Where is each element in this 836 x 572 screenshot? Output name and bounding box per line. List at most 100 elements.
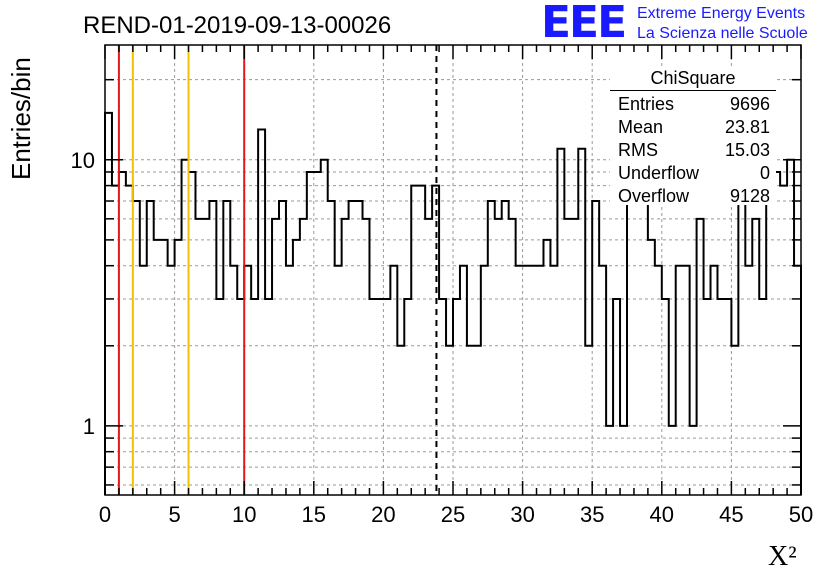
histogram-bin — [676, 266, 683, 495]
histogram-bin — [383, 299, 390, 495]
stats-label: Underflow — [618, 163, 700, 183]
stats-row-overflow: Overflow 9128 — [618, 185, 770, 207]
histogram-bin — [502, 201, 509, 495]
histogram-bin — [648, 240, 655, 495]
stats-box: ChiSquare Entries 9696 Mean 23.81 RMS 15… — [610, 67, 776, 207]
histogram-bin — [460, 266, 467, 495]
stats-label: Overflow — [618, 186, 690, 206]
histogram-bin — [119, 172, 126, 495]
histogram-bin — [147, 201, 154, 495]
histogram-bin — [251, 299, 258, 495]
eee-logo: EEE — [541, 0, 627, 48]
histogram-bin — [404, 299, 411, 495]
histogram-outline — [104, 111, 802, 495]
logo-line-2: La Scienza nelle Scuole — [637, 25, 808, 42]
x-tick-label: 35 — [580, 502, 604, 527]
histogram-bin — [189, 172, 196, 495]
histogram-bin — [717, 299, 724, 495]
histogram-bin — [606, 426, 613, 495]
stats-row-mean: Mean 23.81 — [618, 116, 770, 138]
histogram-bin — [564, 219, 571, 495]
histogram-bin — [307, 172, 314, 495]
marker-lines — [117, 45, 438, 495]
x-tick-label: 45 — [719, 502, 743, 527]
histogram-bin — [724, 299, 731, 495]
histogram-bin — [634, 186, 641, 495]
histogram-bin — [662, 299, 669, 495]
axis-ticks — [104, 45, 802, 495]
histogram-bin — [161, 240, 168, 495]
histogram-bin — [794, 266, 801, 495]
histogram-bin — [780, 186, 787, 495]
histogram-bin — [300, 219, 307, 495]
y-tick-labels: 1 10 — [71, 148, 95, 439]
histogram-bin — [766, 201, 773, 495]
histogram-bin — [704, 299, 711, 495]
stats-row-entries: Entries 9696 — [618, 93, 770, 115]
histogram-bin — [446, 346, 453, 495]
histogram-bin — [154, 240, 161, 495]
histogram-bin — [752, 219, 759, 495]
histogram-bin — [557, 149, 564, 495]
histogram-bin — [641, 201, 648, 495]
y-axis-label: Entries/bin — [6, 57, 36, 180]
histogram-bin — [112, 186, 119, 495]
histogram-bin — [523, 266, 530, 495]
histogram-bin — [550, 266, 557, 495]
histogram-bin — [244, 266, 251, 495]
histogram-bin — [397, 346, 404, 495]
histogram-bin — [474, 346, 481, 495]
histogram-bin — [773, 172, 780, 495]
histogram-bin — [543, 240, 550, 495]
x-tick-label: 40 — [650, 502, 674, 527]
histogram-bin — [745, 266, 752, 495]
x-tick-label: 0 — [99, 502, 111, 527]
histogram-bin — [578, 149, 585, 495]
histogram-bin — [537, 266, 544, 495]
histogram-bin — [592, 201, 599, 495]
histogram-bin — [481, 266, 488, 495]
histogram-bin — [356, 201, 363, 495]
histogram-bin — [599, 266, 606, 495]
histogram-bin — [237, 299, 244, 495]
stats-value: 9696 — [729, 94, 770, 114]
histogram-bin — [488, 201, 495, 495]
stats-title: ChiSquare — [650, 68, 736, 88]
histogram-bin — [697, 219, 704, 495]
x-tick-label: 10 — [232, 502, 256, 527]
histogram-bin — [683, 266, 690, 495]
histogram-bin — [328, 201, 335, 495]
histogram-bin — [195, 219, 202, 495]
stats-label: RMS — [618, 140, 658, 160]
histogram-bin — [738, 186, 745, 495]
histogram-bin — [759, 299, 766, 495]
stats-row-underflow: Underflow 0 — [618, 162, 770, 184]
x-tick-label: 15 — [302, 502, 326, 527]
x-tick-label: 50 — [789, 502, 813, 527]
histogram-bin — [293, 240, 300, 495]
histogram-bin — [530, 266, 537, 495]
stats-value: 9128 — [729, 186, 770, 206]
x-axis-label: X² — [768, 541, 797, 572]
histogram-bin — [669, 426, 676, 495]
histogram-bin — [335, 266, 342, 495]
x-tick-label: 30 — [510, 502, 534, 527]
histogram-bin — [216, 299, 223, 495]
histogram-bin — [571, 219, 578, 495]
histogram-bin — [126, 186, 133, 495]
histogram-bin — [230, 266, 237, 495]
histogram-bin — [690, 426, 697, 495]
histogram-bin — [265, 299, 272, 495]
x-tick-label: 25 — [441, 502, 465, 527]
histogram-bin — [349, 201, 356, 495]
histogram-bin — [495, 219, 502, 495]
chart-title: REND-01-2019-09-13-00026 — [83, 12, 391, 39]
x-tick-label: 20 — [371, 502, 395, 527]
stats-value: 23.81 — [724, 117, 770, 137]
histogram-bin — [133, 201, 140, 495]
histogram-bin — [272, 219, 279, 495]
histogram-bin — [411, 186, 418, 495]
histogram-bin — [182, 160, 189, 495]
histogram-bin — [620, 426, 627, 495]
